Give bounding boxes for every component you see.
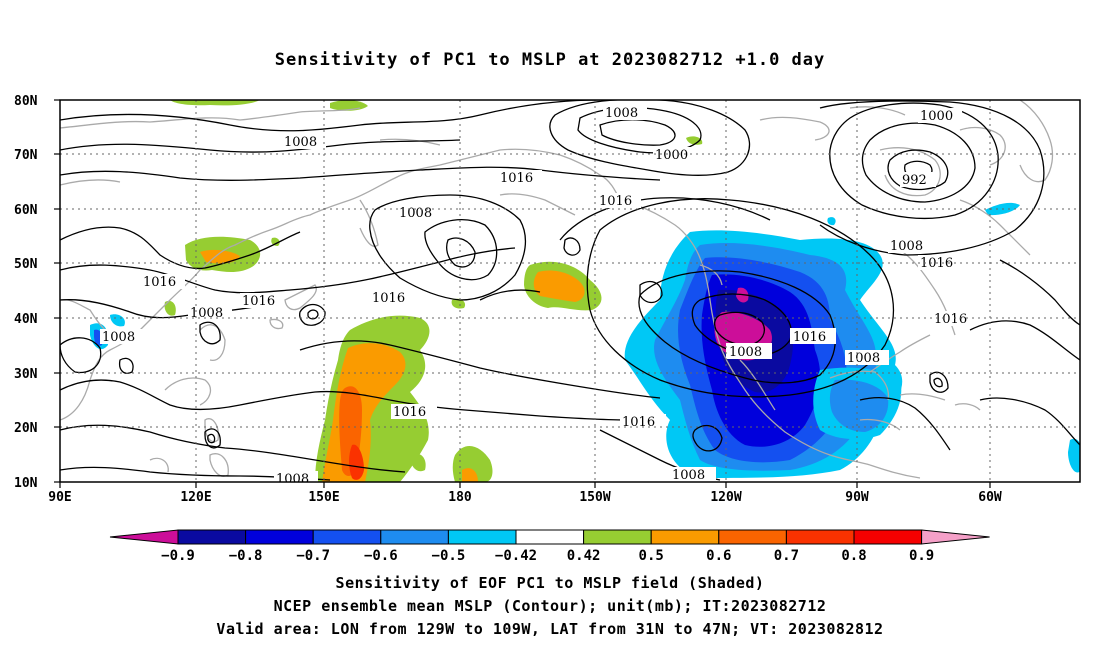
contour-label: 1000 (655, 148, 688, 163)
colorbar-segment (785, 529, 855, 545)
contour-label: 1016 (372, 291, 405, 306)
colorbar-label: −0.8 (229, 548, 263, 564)
red-patch-tropical (349, 444, 364, 480)
colorbar-segment (853, 529, 923, 545)
negative-east-mid (829, 379, 889, 432)
colorbar-label: −0.42 (495, 548, 537, 564)
colorbar-segment (718, 529, 787, 545)
lat-label: 30N (14, 367, 38, 382)
colorbar: −0.9 −0.8 −0.7 −0.6 −0.5 −0.42 0.42 0.5 0.6 0.7 0.… (109, 529, 990, 564)
colorbar-max-arrow (921, 529, 990, 545)
map-frame (59, 99, 1081, 483)
green-patch-small3 (271, 237, 280, 246)
green-patch-top (170, 100, 260, 106)
contour-label: 1008 (729, 345, 762, 360)
orange-patch-asia (200, 249, 240, 264)
colorbar-min-arrow (109, 529, 179, 545)
colorbar-label: −0.9 (161, 548, 195, 564)
lat-label: 60N (14, 203, 38, 218)
caption-line-3: Valid area: LON from 129W to 109W, LAT f… (216, 620, 884, 638)
colorbar-label: −0.6 (364, 548, 398, 564)
cyan-patch-se (1068, 438, 1080, 473)
lon-label: 180 (448, 490, 472, 505)
lon-label: 60W (978, 490, 1002, 505)
contour-label: 1008 (605, 106, 638, 121)
contour-label: 1008 (890, 239, 923, 254)
contour-label: 1016 (143, 275, 176, 290)
lon-label: 90E (48, 490, 71, 505)
lon-label: 90W (845, 490, 869, 505)
contour-label: 1008 (284, 135, 317, 150)
caption-line-1: Sensitivity of EOF PC1 to MSLP field (Sh… (335, 574, 765, 592)
contour-label: 1016 (599, 194, 632, 209)
green-patch-small2 (451, 298, 466, 309)
lat-label: 70N (14, 148, 38, 163)
contour-label: 1016 (793, 330, 826, 345)
contour-label: 1008 (399, 206, 432, 221)
contour-label: 1008 (276, 472, 309, 487)
orange-patch-midpacific (533, 270, 585, 302)
colorbar-label: 0.9 (909, 548, 934, 564)
shaded-sensitivity (90, 100, 1080, 482)
colorbar-label: 0.6 (706, 548, 731, 564)
colorbar-segment (312, 529, 382, 545)
lat-label: 20N (14, 421, 38, 436)
lon-label: 120E (180, 490, 211, 505)
contour-label: 1016 (934, 312, 967, 327)
orange-patch-tropical2 (462, 468, 478, 482)
map-plot-area: 1008 1008 1000 1000 992 1016 1016 1008 1… (60, 100, 1080, 487)
contour-label: 1016 (500, 171, 533, 186)
lon-label: 150W (579, 490, 610, 505)
contour-label: 1008 (190, 306, 223, 321)
colorbar-label: 0.8 (841, 548, 866, 564)
longitude-labels: 90E 120E 150E 180 150W 120W 90W 60W (48, 490, 1002, 505)
contour-label: 992 (902, 173, 927, 188)
coastlines (60, 100, 1054, 479)
colorbar-segment (650, 529, 720, 545)
contour-label: 1008 (672, 468, 705, 483)
colorbar-segment (245, 529, 314, 545)
graticule (60, 100, 1080, 482)
sensitivity-map: 1008 1008 1000 1000 992 1016 1016 1008 1… (14, 94, 1081, 564)
colorbar-label: −0.5 (432, 548, 466, 564)
axis-ticks (54, 99, 991, 488)
colorbar-label: 0.7 (774, 548, 799, 564)
contour-labels: 1008 1008 1000 1000 992 1016 1016 1008 1… (100, 105, 976, 487)
colorbar-segment (583, 529, 652, 545)
contour-label: 1000 (920, 109, 953, 124)
colorbar-segment (447, 529, 517, 545)
colorbar-label: 0.5 (639, 548, 664, 564)
colorbar-segment (177, 529, 247, 545)
colorbar-segment (380, 529, 449, 545)
contour-label: 1008 (847, 351, 880, 366)
green-patch-alaska (686, 136, 703, 145)
contour-label: 1008 (102, 330, 135, 345)
cyan-patch-w2 (110, 314, 125, 327)
page-title: Sensitivity of PC1 to MSLP at 2023082712… (274, 50, 826, 70)
lat-label: 40N (14, 312, 38, 327)
lat-label: 50N (14, 257, 38, 272)
contour-label: 1016 (393, 405, 426, 420)
cyan-patch-n (827, 217, 836, 226)
latitude-labels: 80N 70N 60N 50N 40N 30N 20N 10N (14, 94, 38, 491)
colorbar-label: −0.7 (296, 548, 330, 564)
green-patch-small1 (164, 300, 176, 316)
caption-line-2: NCEP ensemble mean MSLP (Contour); unit(… (273, 597, 827, 615)
green-patch-tropical3 (410, 453, 426, 472)
colorbar-segment (515, 529, 585, 545)
contour-label: 1016 (622, 415, 655, 430)
lat-label: 10N (14, 476, 38, 491)
contour-label: 1016 (242, 294, 275, 309)
lon-label: 150E (308, 490, 339, 505)
lon-label: 120W (710, 490, 741, 505)
colorbar-label: 0.42 (567, 548, 601, 564)
lat-label: 80N (14, 94, 38, 109)
